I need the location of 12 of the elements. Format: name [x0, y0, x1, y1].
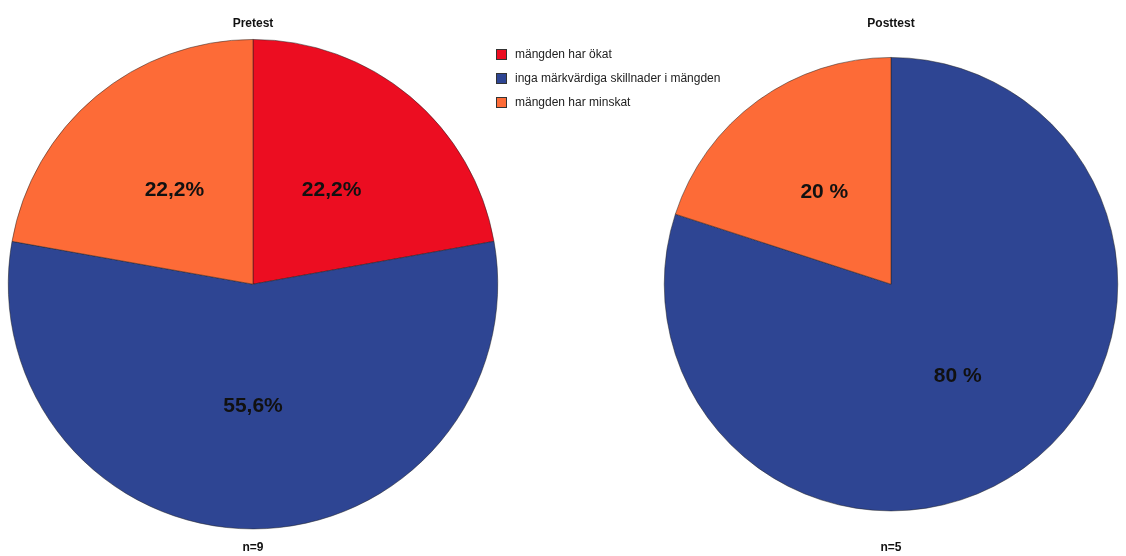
data-label: 22,2% [144, 177, 205, 201]
text: n=5 [880, 540, 902, 555]
chart-title: Pretest [232, 15, 274, 30]
legend-label: inga märkvärdiga skillnader i mängden [515, 71, 721, 85]
chart-title: Posttest [867, 15, 915, 30]
legend-label: mängden har ökat [515, 47, 612, 61]
data-label: 55,6% [223, 393, 284, 417]
data-label: 80 % [933, 362, 982, 386]
text: n=9 [242, 540, 264, 555]
legend-label: mängden har minskat [515, 95, 631, 109]
data-label: 22,2% [301, 177, 362, 201]
data-label: 20 % [800, 179, 849, 203]
